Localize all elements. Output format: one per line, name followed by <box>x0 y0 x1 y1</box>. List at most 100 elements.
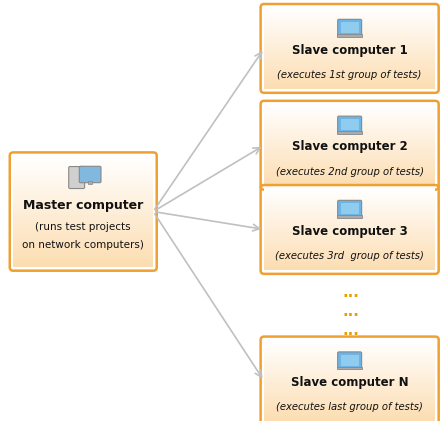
Bar <box>264 362 435 363</box>
Bar <box>264 57 435 58</box>
Bar <box>264 143 435 144</box>
Bar <box>264 356 435 357</box>
Bar <box>264 216 435 217</box>
Bar <box>264 208 435 209</box>
Bar <box>264 125 435 126</box>
Bar <box>264 48 435 49</box>
Bar <box>264 200 435 201</box>
Bar <box>13 210 153 211</box>
Bar <box>13 160 153 161</box>
Bar <box>264 154 435 155</box>
Bar <box>264 190 435 191</box>
Bar <box>264 247 435 248</box>
Bar <box>264 414 435 415</box>
Text: on network computers): on network computers) <box>22 240 144 250</box>
Bar <box>264 64 435 65</box>
Bar <box>264 231 435 232</box>
Bar <box>264 214 435 215</box>
Bar <box>13 158 153 159</box>
Bar <box>13 242 153 243</box>
Bar <box>264 211 435 212</box>
Bar <box>264 51 435 52</box>
FancyBboxPatch shape <box>79 166 101 183</box>
Bar <box>13 246 153 247</box>
Bar <box>264 11 435 12</box>
Bar <box>264 380 435 381</box>
Bar <box>264 34 435 35</box>
Bar <box>13 159 153 160</box>
Bar <box>264 179 435 180</box>
Bar <box>264 408 435 409</box>
Bar <box>264 175 435 176</box>
Bar <box>264 375 435 376</box>
Bar <box>264 390 435 391</box>
Bar <box>264 15 435 16</box>
Bar <box>264 410 435 411</box>
Bar <box>264 42 435 43</box>
Bar <box>264 59 435 60</box>
Bar <box>264 10 435 11</box>
Bar <box>264 71 435 72</box>
Bar <box>13 167 153 168</box>
Bar <box>264 133 435 134</box>
Bar <box>264 250 435 251</box>
Bar <box>264 246 435 247</box>
Bar <box>264 32 435 33</box>
Bar <box>13 206 153 207</box>
Bar <box>264 199 435 200</box>
Bar <box>337 367 362 369</box>
Bar <box>13 169 153 170</box>
Bar <box>264 23 435 24</box>
Bar <box>13 214 153 215</box>
Bar <box>264 60 435 61</box>
Bar <box>264 26 435 27</box>
Bar <box>264 41 435 42</box>
Bar <box>264 189 435 190</box>
Bar <box>264 55 435 56</box>
Bar <box>13 166 153 167</box>
Bar <box>264 236 435 237</box>
Bar <box>264 164 435 165</box>
Bar <box>264 158 435 159</box>
Bar <box>264 227 435 228</box>
Bar <box>264 368 435 369</box>
Bar <box>264 127 435 128</box>
Bar <box>264 138 435 139</box>
Bar <box>264 395 435 396</box>
Bar <box>264 386 435 387</box>
Bar <box>264 351 435 352</box>
Bar <box>264 268 435 269</box>
Bar <box>264 126 435 127</box>
Bar <box>264 31 435 32</box>
Bar <box>13 227 153 228</box>
Bar <box>264 39 435 40</box>
Bar <box>264 167 435 168</box>
Bar <box>13 196 153 197</box>
Bar <box>264 144 435 145</box>
Bar <box>264 132 435 133</box>
Bar <box>264 240 435 241</box>
Bar <box>264 402 435 403</box>
Bar <box>264 347 435 348</box>
Bar <box>264 37 435 38</box>
Bar <box>264 228 435 229</box>
Bar <box>264 235 435 236</box>
Bar <box>264 106 435 107</box>
Bar <box>264 18 435 19</box>
Bar <box>264 17 435 18</box>
Bar <box>264 119 435 120</box>
Bar <box>264 254 435 255</box>
Bar <box>13 235 153 236</box>
Bar <box>13 238 153 240</box>
Bar <box>264 160 435 161</box>
Bar <box>13 253 153 254</box>
Bar <box>264 388 435 389</box>
FancyBboxPatch shape <box>341 119 358 130</box>
Bar <box>264 369 435 370</box>
Bar <box>264 86 435 87</box>
Bar <box>264 8 435 9</box>
Bar <box>264 50 435 51</box>
Bar <box>264 387 435 388</box>
Bar <box>13 216 153 217</box>
Bar <box>264 137 435 138</box>
